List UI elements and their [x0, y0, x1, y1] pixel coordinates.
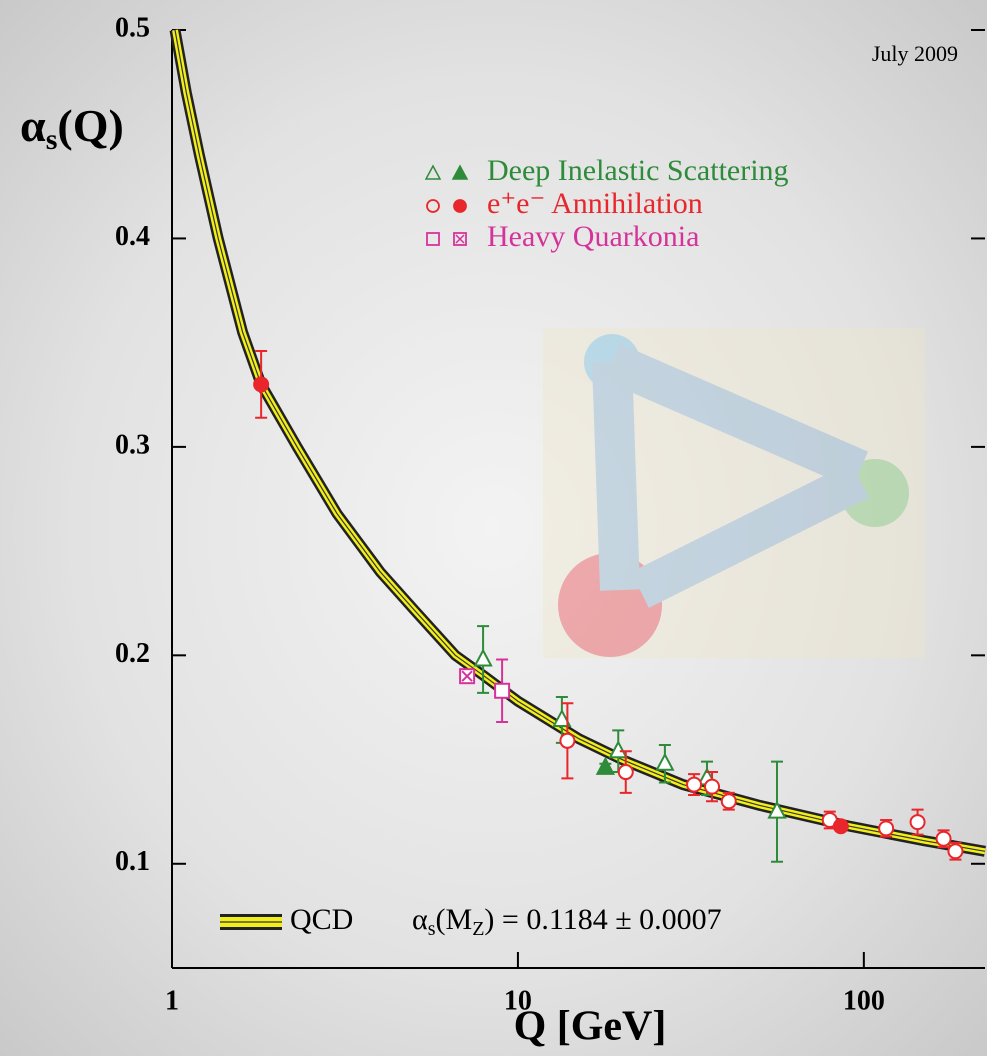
marker — [832, 818, 849, 835]
marker — [559, 732, 576, 749]
y-tick-label: 0.5 — [115, 12, 150, 43]
band-label: αs(MZ) = 0.1184 ± 0.0007 — [412, 903, 722, 940]
qcd-band-center — [174, 29, 986, 852]
marker — [253, 376, 270, 393]
band-name: QCD — [290, 903, 353, 936]
marker-cross — [461, 670, 473, 682]
marker — [552, 708, 572, 727]
marker — [608, 740, 628, 759]
marker — [909, 814, 926, 831]
x-tick-label: 10 — [504, 985, 532, 1016]
band-label-part: Z — [472, 918, 484, 940]
marker — [878, 820, 895, 837]
legend-label: e⁺e⁻ Annihilation — [487, 187, 703, 220]
legend-marker — [453, 232, 467, 246]
y-tick-label: 0.4 — [115, 221, 150, 252]
marker — [767, 800, 787, 819]
y-label-part: s — [46, 123, 58, 156]
legend-marker — [451, 164, 469, 180]
legend-marker — [455, 234, 465, 244]
date-note: July 2009 — [872, 41, 958, 66]
legend-label: Deep Inelastic Scattering — [487, 154, 789, 187]
marker — [704, 778, 721, 795]
x-tick-label: 100 — [843, 985, 885, 1016]
y-tick-label: 0.1 — [115, 846, 150, 877]
y-axis-label: αs(Q) — [20, 100, 124, 156]
band-label-part: s — [428, 918, 436, 940]
legend-label: Heavy Quarkonia — [487, 220, 699, 253]
legend-marker — [453, 199, 467, 213]
marker — [935, 830, 952, 847]
x-tick-label: 1 — [165, 985, 179, 1016]
marker — [595, 756, 616, 775]
y-label-part: α — [20, 100, 46, 151]
y-tick-label: 0.3 — [115, 429, 150, 460]
marker — [494, 682, 511, 699]
x-axis-label: Q [GeV] — [514, 1004, 667, 1050]
y-label-part: (Q) — [57, 100, 123, 151]
legend-marker — [424, 164, 442, 180]
marker — [720, 793, 737, 810]
marker — [947, 843, 964, 860]
y-tick-label: 0.2 — [115, 638, 150, 669]
band-label-part: (M — [436, 903, 473, 936]
marker — [617, 764, 634, 781]
legend-marker — [426, 232, 440, 246]
legend-marker — [426, 199, 440, 213]
marker — [655, 752, 675, 771]
band-label-part: α — [412, 903, 428, 936]
gluon-illustration — [543, 328, 925, 658]
band-label-part: ) = 0.1184 ± 0.0007 — [484, 903, 721, 936]
marker — [686, 776, 703, 793]
marker — [473, 648, 493, 667]
